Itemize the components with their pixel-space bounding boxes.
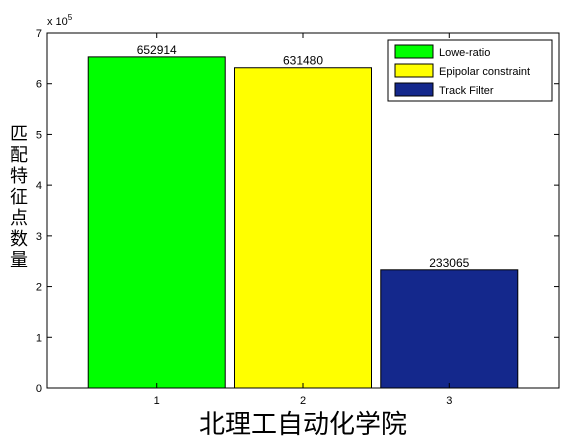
y-tick-label-0: 0	[36, 383, 42, 395]
bars-group	[87, 56, 519, 389]
data-label-3: 233065	[429, 256, 469, 270]
legend-label-3: Track Filter	[439, 85, 494, 97]
bar-1	[87, 56, 226, 389]
y-axis-label-char-7: 量	[10, 250, 28, 271]
y-exponent-label: x 105	[47, 13, 73, 28]
y-axis-label-char-2: 配	[10, 145, 28, 166]
x-tick-label-2: 2	[300, 395, 306, 407]
y-axis-label-char-6: 数	[10, 229, 28, 250]
legend-swatch-2	[394, 63, 434, 78]
y-exponent-power: 5	[68, 13, 73, 22]
y-axis-label-char-3: 特	[10, 166, 28, 187]
y-exponent-prefix: x 10	[47, 16, 68, 28]
y-axis: 0 1 2 3 4 5 6 7	[36, 28, 559, 395]
y-axis-label-char-5: 点	[10, 208, 28, 229]
y-tick-label-1: 1	[36, 332, 42, 344]
x-tick-label-3: 3	[446, 395, 452, 407]
bar-2	[234, 67, 372, 389]
legend-label-1: Lowe-ratio	[439, 47, 490, 59]
legend: Lowe-ratio Epipolar constraint Track Filte…	[387, 39, 553, 102]
y-axis-label-char-1: 匹	[10, 124, 28, 145]
x-tick-label-1: 1	[154, 395, 160, 407]
y-tick-label-3: 3	[36, 231, 42, 243]
data-labels: 652914 631480 233065	[137, 43, 470, 270]
y-tick-label-4: 4	[36, 180, 42, 192]
x-axis: 1 2 3	[154, 33, 452, 407]
bar-3	[380, 269, 519, 389]
x-axis-label: 北理工自动化学院	[199, 410, 407, 437]
y-tick-label-5: 5	[36, 129, 42, 141]
y-tick-label-6: 6	[36, 79, 42, 91]
legend-swatch-3	[394, 82, 434, 97]
y-tick-label-2: 2	[36, 282, 42, 294]
data-label-2: 631480	[283, 54, 323, 68]
y-axis-label-char-4: 征	[10, 187, 28, 208]
y-tick-label-7: 7	[36, 28, 42, 40]
legend-label-2: Epipolar constraint	[439, 66, 530, 78]
data-label-1: 652914	[137, 43, 177, 57]
legend-swatch-1	[394, 44, 434, 59]
